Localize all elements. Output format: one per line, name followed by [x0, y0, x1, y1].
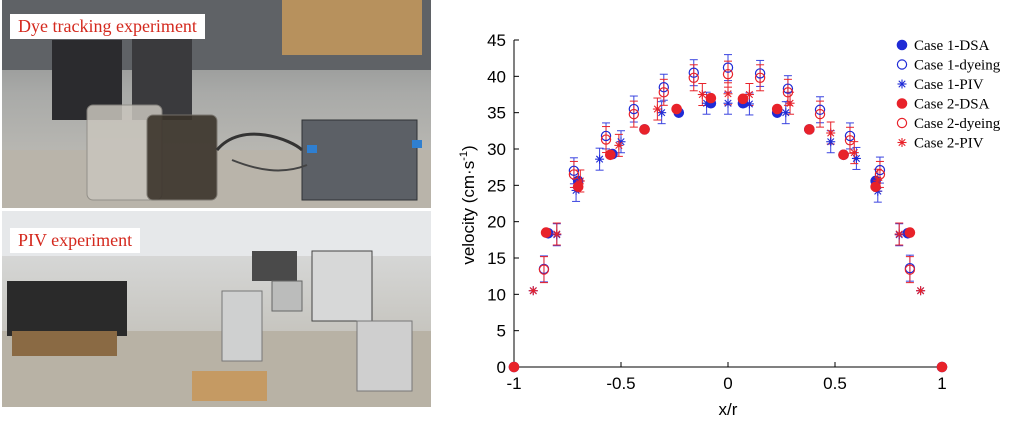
data-point [723, 98, 733, 108]
data-point [652, 104, 662, 114]
data-point [697, 90, 707, 99]
data-point [628, 108, 640, 120]
x-axis-label: x/r [719, 400, 738, 419]
y-axis-label-close: ) [459, 145, 478, 151]
y-tick-label: 15 [487, 249, 506, 268]
data-point [781, 108, 791, 118]
data-point [849, 148, 859, 158]
y-tick-label: 40 [487, 67, 506, 86]
data-point [722, 62, 734, 73]
legend-label: Case 1-DSA [914, 38, 990, 54]
data-point [508, 361, 520, 373]
data-point [771, 103, 783, 115]
data-point [844, 130, 856, 142]
velocity-profile-chart: 0 5 10 15 20 25 30 35 40 45 -1 -0.5 0 0.5 1 x/r veloci… [458, 31, 1001, 419]
data-point [826, 137, 836, 147]
y-tick-label: 5 [497, 322, 506, 341]
y-tick-label: 20 [487, 213, 506, 232]
data-point [671, 103, 682, 115]
y-tick-label: 0 [497, 358, 506, 377]
error-bars [539, 54, 914, 284]
data-point [600, 134, 612, 145]
data-point [628, 103, 640, 115]
data-point [785, 98, 795, 108]
x-tick-label: 1 [937, 374, 946, 393]
y-axis-label-superscript: -1 [458, 151, 470, 161]
data-point [540, 227, 552, 238]
legend-label: Case 1-dyeing [914, 58, 1001, 74]
data-point [894, 229, 904, 239]
data-point [754, 72, 766, 83]
data-point [814, 104, 826, 115]
legend-label: Case 2-PIV [914, 136, 984, 152]
data-point [688, 72, 699, 83]
legend-label: Case 1-PIV [914, 77, 984, 93]
y-tick-label: 30 [487, 140, 506, 159]
y-axis-label: velocity (cm·s-1) [458, 145, 478, 264]
chart-axes: 0 5 10 15 20 25 30 35 40 45 -1 -0.5 0 0.5 1 [487, 31, 947, 393]
legend-marker [896, 117, 908, 129]
legend-label: Case 2-dyeing [914, 116, 1001, 132]
data-point [870, 181, 881, 193]
legend-marker [897, 79, 907, 89]
data-point [814, 108, 826, 120]
data-markers [508, 62, 948, 373]
data-point [936, 361, 948, 373]
data-point [600, 130, 612, 142]
x-tick-label: -1 [506, 374, 521, 393]
data-point [705, 92, 717, 104]
data-point [658, 82, 669, 93]
data-point [904, 264, 916, 275]
data-point [639, 124, 650, 135]
x-tick-label: -0.5 [606, 374, 635, 393]
data-point [605, 149, 616, 161]
legend-marker [896, 39, 908, 51]
data-point [538, 264, 550, 275]
data-point [528, 286, 538, 296]
chart-legend: Case 1-DSA Case 1-dyeing Case 1-PIV Case 2-… [896, 38, 1001, 152]
y-tick-label: 45 [487, 31, 506, 50]
data-point [568, 165, 580, 176]
data-point [838, 149, 849, 161]
data-point [723, 89, 733, 99]
data-point [744, 90, 754, 99]
dye-tracking-scene [2, 0, 431, 208]
data-point [904, 227, 916, 238]
data-point [688, 67, 699, 78]
data-point [595, 154, 605, 164]
data-point [737, 93, 749, 105]
data-point [873, 175, 883, 185]
data-point [844, 135, 856, 146]
data-point [552, 229, 562, 239]
legend-marker [897, 138, 907, 147]
y-tick-label: 25 [487, 176, 506, 195]
data-point [782, 87, 794, 98]
data-point [568, 169, 580, 180]
data-point [874, 169, 886, 180]
y-tick-label: 35 [487, 104, 506, 123]
legend-label: Case 2-DSA [914, 97, 990, 113]
y-axis-label-main: velocity (cm·s [459, 161, 478, 265]
data-point [614, 140, 624, 150]
data-point [826, 128, 836, 138]
data-point [782, 83, 794, 94]
dye-tracking-label: Dye tracking experiment [10, 14, 205, 39]
data-point [874, 164, 886, 176]
dye-tracking-photo: Dye tracking experiment [2, 0, 431, 208]
legend-marker [896, 59, 908, 70]
data-point [754, 68, 766, 79]
data-point [722, 68, 734, 80]
x-tick-label: 0 [723, 374, 732, 393]
legend-marker [896, 98, 908, 109]
piv-experiment-label: PIV experiment [10, 228, 141, 253]
data-point [804, 124, 815, 135]
x-tick-label: 0.5 [823, 374, 847, 393]
piv-experiment-photo: PIV experiment [2, 211, 431, 407]
y-tick-label: 10 [487, 285, 506, 304]
data-point [575, 176, 585, 186]
data-point [658, 87, 669, 98]
data-point [916, 286, 926, 296]
